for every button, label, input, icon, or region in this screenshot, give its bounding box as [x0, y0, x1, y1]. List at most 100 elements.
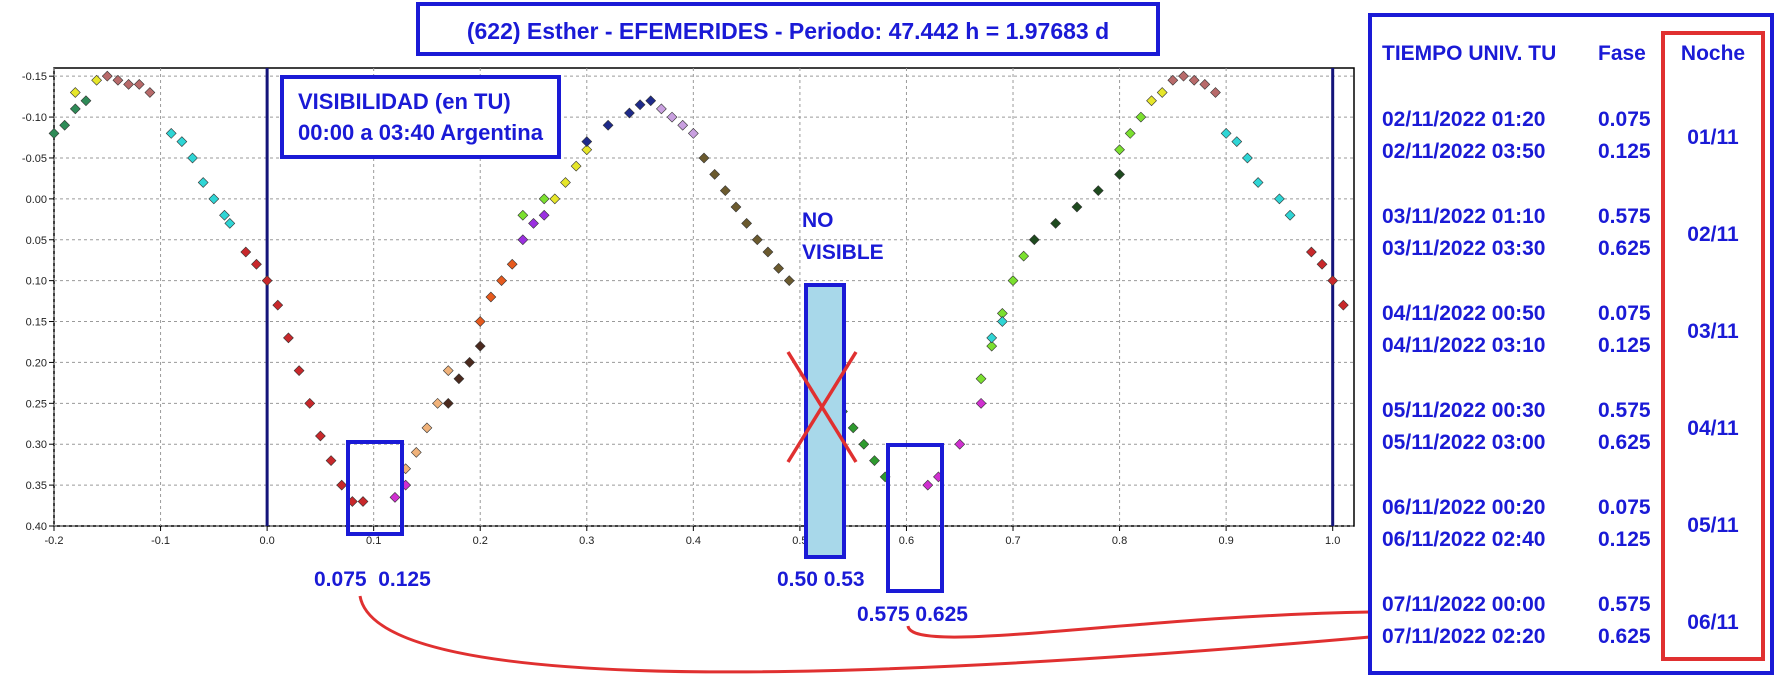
- data-point: [251, 258, 262, 270]
- data-point: [581, 136, 593, 147]
- data-point: [773, 263, 784, 274]
- data-point: [1242, 152, 1253, 164]
- eph-time: 03/11/2022 03:30: [1382, 237, 1546, 260]
- y-tick-label: 0.20: [26, 357, 47, 369]
- eph-time: 05/11/2022 03:00: [1382, 431, 1546, 454]
- x-tick-label: 0.4: [686, 535, 701, 547]
- eph-phase: 0.075: [1598, 496, 1651, 519]
- connector-curve-0075: [358, 595, 1371, 674]
- data-point: [219, 209, 230, 221]
- eph-night: 02/11: [1687, 223, 1739, 246]
- data-point: [442, 397, 454, 409]
- data-point: [112, 74, 124, 86]
- data-point: [698, 152, 710, 164]
- data-point: [506, 258, 518, 270]
- data-point: [975, 373, 987, 385]
- data-point: [666, 111, 678, 123]
- y-tick-label: 0.15: [26, 317, 47, 329]
- y-axis: -0.15 -0.10 -0.05 0.00 0.05 0.10 0.15 0.20 0.25 0…: [22, 71, 54, 533]
- data-point: [1156, 87, 1168, 98]
- header-night: Noche: [1681, 42, 1745, 65]
- data-point: [1178, 70, 1189, 82]
- data-point: [1135, 111, 1147, 123]
- eph-phase: 0.125: [1598, 334, 1651, 357]
- data-point: [1284, 209, 1296, 221]
- eph-time: 05/11/2022 00:30: [1382, 399, 1546, 422]
- data-point: [762, 246, 774, 258]
- data-point: [389, 492, 401, 503]
- data-point: [336, 479, 348, 491]
- data-point: [474, 340, 486, 352]
- x-tick-label: 0.6: [899, 535, 914, 547]
- data-point: [464, 357, 475, 368]
- no-visible-line1: NO: [802, 209, 834, 232]
- not-visible-cross: [786, 351, 858, 463]
- data-point: [1028, 234, 1040, 246]
- data-point: [240, 246, 252, 258]
- data-point: [730, 201, 742, 213]
- data-point: [517, 234, 529, 246]
- data-point: [677, 119, 689, 131]
- x-tick-label: 0.5: [792, 535, 807, 547]
- eph-phase: 0.125: [1598, 140, 1651, 163]
- data-point: [59, 119, 71, 131]
- x-tick-label: -0.2: [45, 535, 64, 547]
- chart-title: (622) Esther - EFEMERIDES - Periodo: 47.…: [467, 18, 1109, 44]
- data-point: [315, 430, 326, 442]
- y-tick-label: 0.00: [26, 194, 47, 206]
- y-tick-label: -0.05: [22, 153, 47, 165]
- data-point: [453, 373, 465, 385]
- data-point: [101, 70, 113, 82]
- eph-time: 04/11/2022 03:10: [1382, 334, 1546, 357]
- data-point: [165, 128, 177, 139]
- data-point: [1327, 275, 1339, 287]
- data-point: [656, 103, 667, 115]
- title-box: (622) Esther - EFEMERIDES - Periodo: 47.…: [416, 2, 1160, 56]
- data-point: [517, 209, 529, 221]
- data-point: [485, 291, 497, 303]
- data-point: [783, 275, 795, 287]
- data-point: [283, 332, 294, 344]
- no-visible-line2: VISIBLE: [802, 241, 884, 264]
- night-column-frame: [1661, 31, 1765, 661]
- data-point: [496, 275, 507, 287]
- data-point: [922, 479, 934, 491]
- eph-time: 02/11/2022 01:20: [1382, 108, 1546, 131]
- data-point: [304, 397, 316, 409]
- eph-time: 06/11/2022 02:40: [1382, 528, 1546, 551]
- y-tick-label: 0.25: [26, 398, 47, 410]
- data-point: [1018, 250, 1030, 262]
- data-point: [197, 177, 209, 188]
- data-point: [549, 193, 561, 205]
- data-point: [69, 87, 81, 98]
- data-point: [709, 168, 721, 180]
- y-tick-label: -0.10: [22, 112, 47, 124]
- data-point: [602, 119, 614, 131]
- eph-phase: 0.575: [1598, 593, 1651, 616]
- eph-time: 06/11/2022 00:20: [1382, 496, 1546, 519]
- eph-night: 06/11: [1687, 611, 1739, 634]
- eph-time: 03/11/2022 01:10: [1382, 205, 1546, 228]
- data-point: [581, 144, 593, 156]
- eph-time: 02/11/2022 03:50: [1382, 140, 1546, 163]
- data-point: [48, 128, 60, 139]
- eph-phase: 0.625: [1598, 431, 1651, 454]
- header-phase: Fase: [1598, 42, 1646, 65]
- data-point: [634, 99, 646, 111]
- visibility-box: VISIBILIDAD (en TU) 00:00 a 03:40 Argent…: [280, 75, 561, 159]
- x-tick-label: 0.0: [259, 535, 274, 547]
- data-point: [187, 152, 198, 164]
- data-point: [996, 307, 1008, 319]
- data-point: [1071, 201, 1083, 213]
- ephemeris-rows: 02/11/2022 01:20 0.075 02/11/2022 03:50 0.1…: [1382, 108, 1739, 648]
- eph-phase: 0.075: [1598, 108, 1651, 131]
- data-point: [432, 397, 443, 409]
- eph-night: 01/11: [1687, 126, 1739, 149]
- data-point: [719, 185, 731, 197]
- header-time: TIEMPO UNIV. TU: [1382, 42, 1556, 65]
- data-point: [410, 447, 422, 458]
- data-point: [1252, 177, 1264, 188]
- data-point: [1231, 136, 1243, 147]
- connector-curve-0575: [906, 610, 1371, 639]
